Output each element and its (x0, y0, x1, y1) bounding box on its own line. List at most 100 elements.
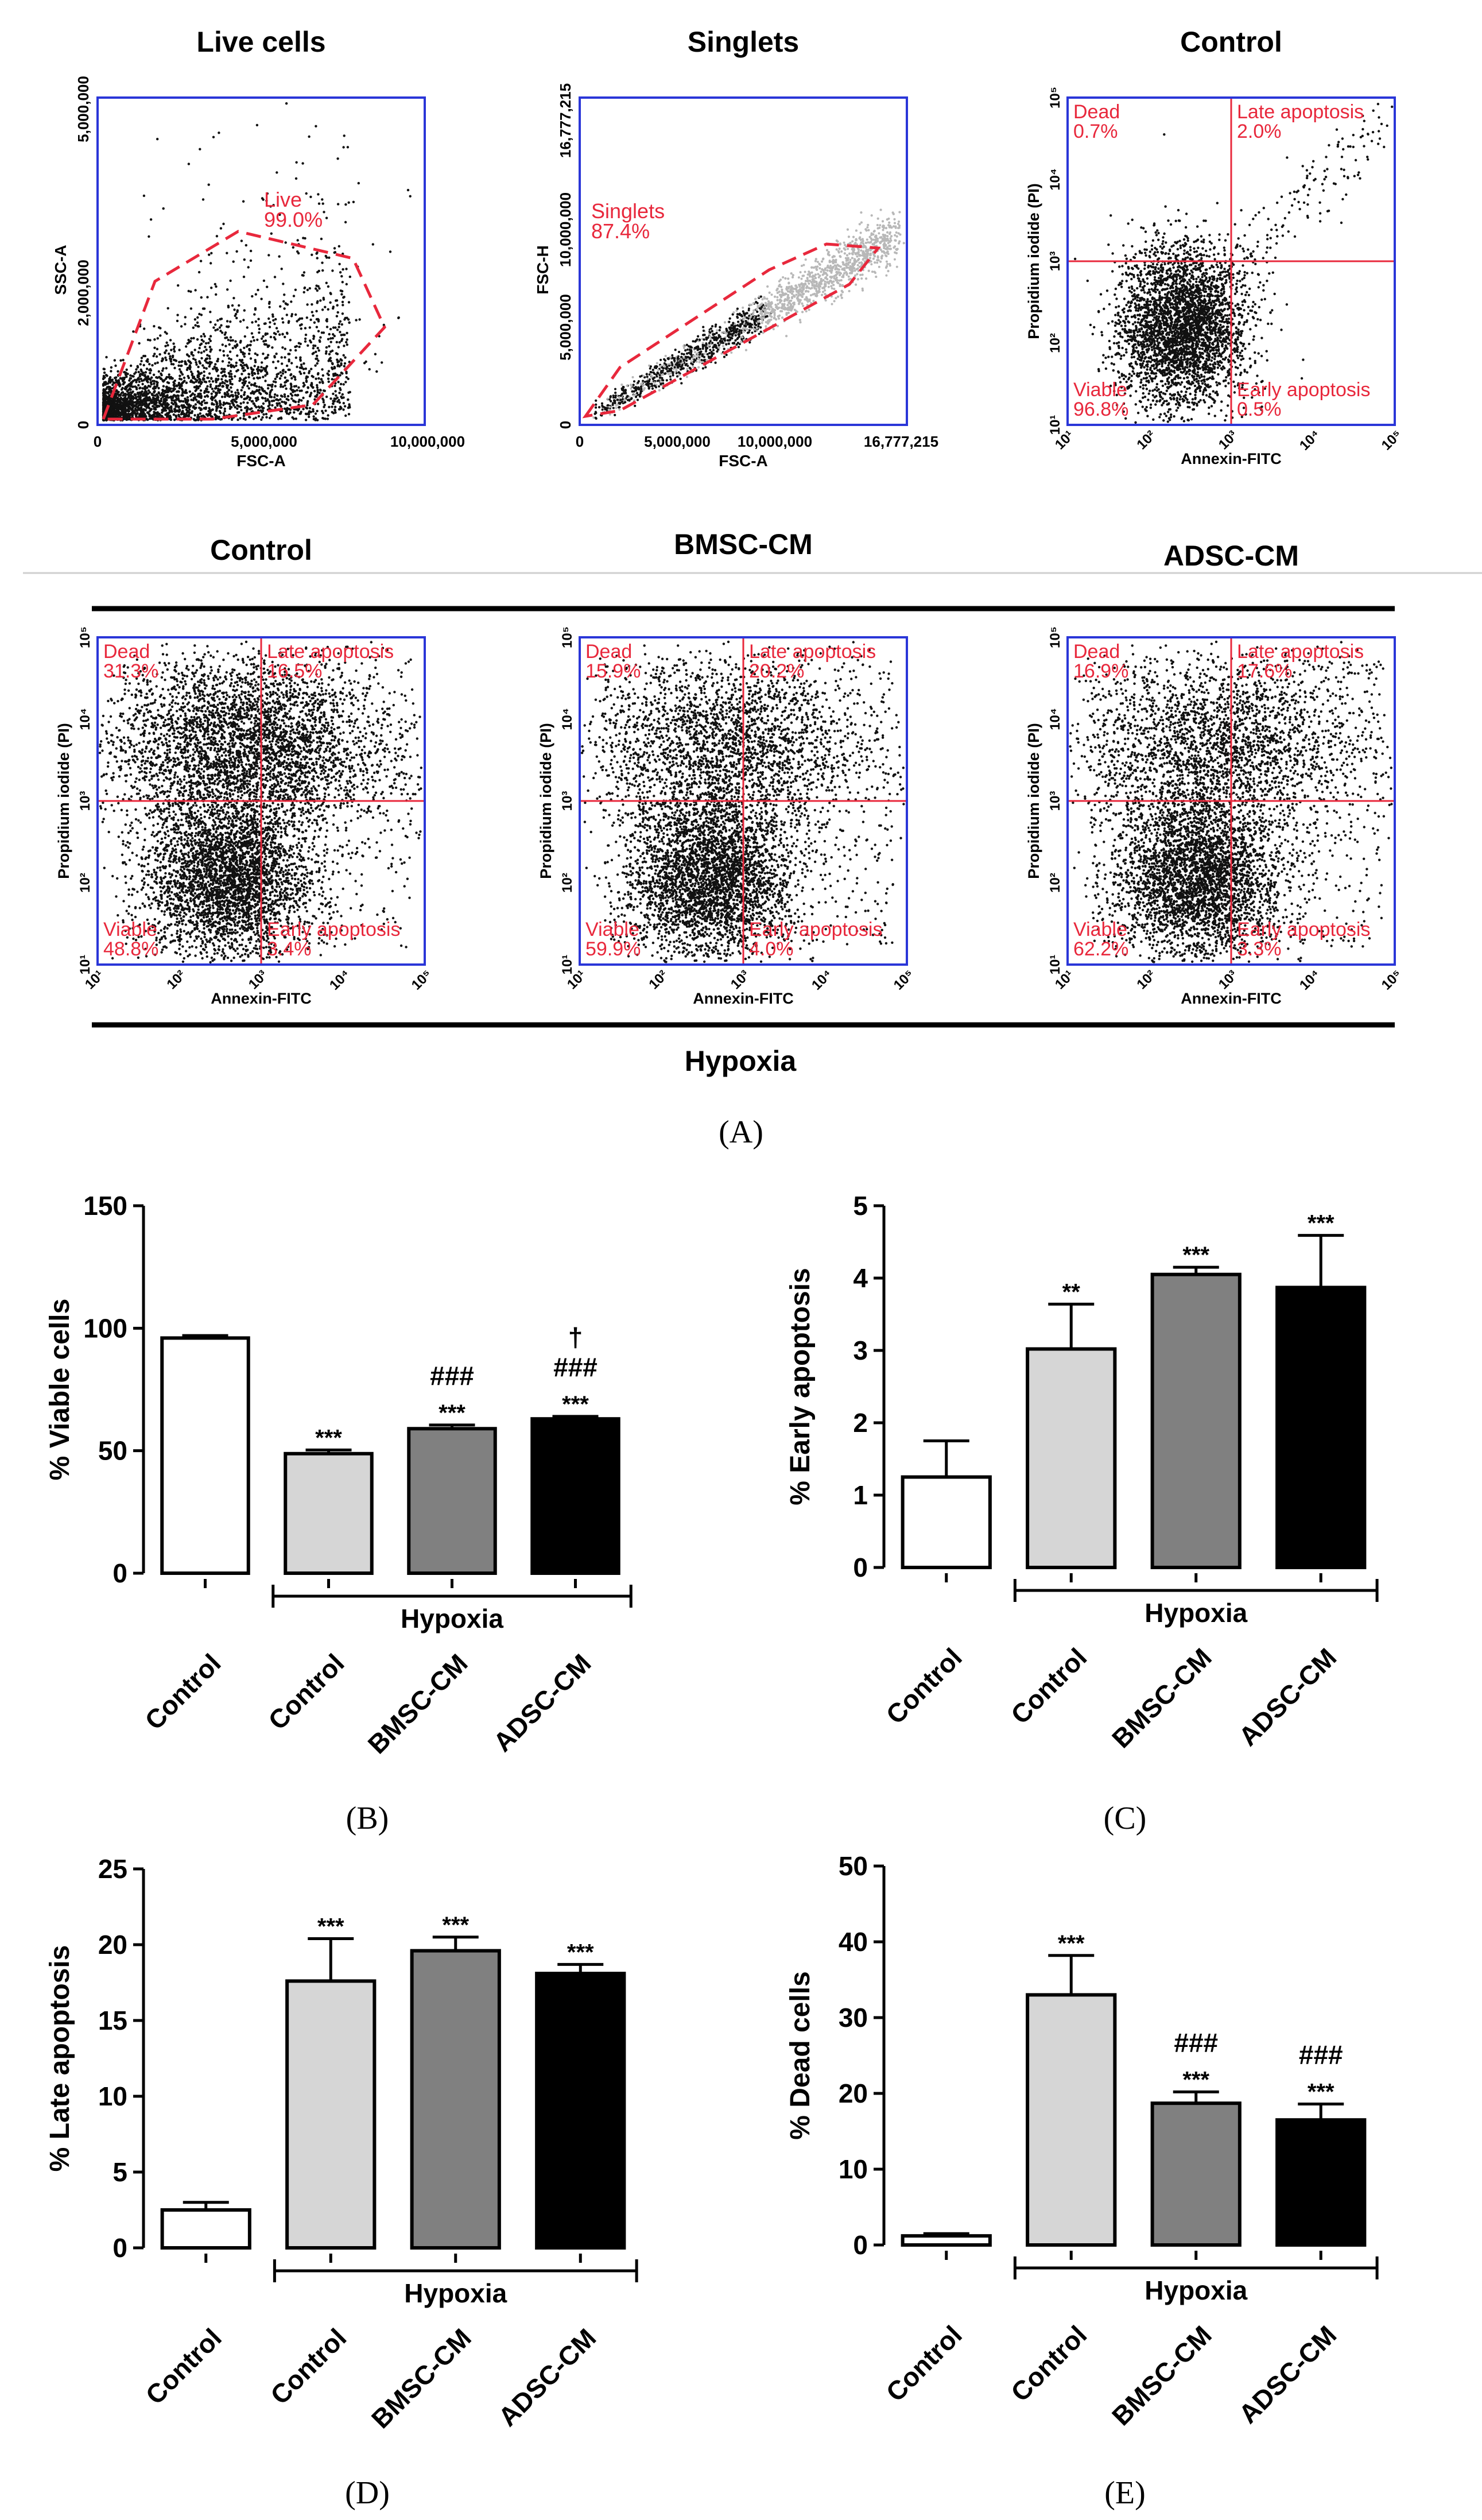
x-tick-label: ADSC-CM (1233, 2320, 1342, 2429)
y-tick-label: 0 (853, 2230, 868, 2260)
y-tick-label: 2 (853, 1408, 868, 1438)
event-dots (102, 102, 412, 421)
y-tick-label: 2,000,000 (75, 260, 92, 326)
y-tick-label: 150 (83, 1191, 127, 1221)
significance-mark: *** (439, 1400, 465, 1426)
x-tick-label: 10² (1134, 967, 1159, 993)
x-tick-label: 10² (1134, 428, 1159, 453)
x-tick-label: 10⁴ (327, 967, 353, 993)
y-tick-label: 0 (75, 421, 92, 429)
quadrant-viable-percent: 62.2% (1073, 938, 1128, 960)
x-tick-label: 0 (94, 433, 102, 450)
y-tick-label: 10⁴ (1048, 168, 1063, 191)
x-tick-label: 0 (576, 433, 584, 450)
plot-title: Control (210, 534, 312, 566)
quadrant-early-percent: 4.0% (749, 938, 794, 960)
quadrant-viable-label: Viable (585, 919, 639, 940)
y-tick-label: 10¹ (1048, 415, 1063, 435)
x-tick-label: 10³ (246, 967, 271, 993)
hypoxia-group-label: Hypoxia (1145, 2275, 1247, 2305)
x-tick-label: 10³ (1216, 967, 1241, 993)
y-tick-label: 10⁵ (560, 626, 575, 648)
quadrant-viable-label: Viable (1073, 919, 1127, 940)
bar (162, 2210, 250, 2248)
quadrant-dead-percent: 15.9% (585, 660, 641, 682)
x-axis-label: Annexin-FITC (211, 990, 312, 1007)
x-tick-label: 10⁴ (809, 967, 835, 993)
x-tick-label: 10³ (728, 967, 753, 993)
y-tick-label: 25 (98, 1854, 127, 1884)
x-tick-label: 5,000,000 (231, 433, 297, 450)
y-tick-label: 10 (98, 2081, 127, 2111)
y-tick-label: 10⁵ (77, 626, 93, 648)
x-tick-label: Control (1005, 1642, 1092, 1729)
y-tick-label: 4 (853, 1263, 868, 1293)
significance-mark: ### (553, 1352, 598, 1382)
y-tick-label: 10⁴ (560, 708, 575, 730)
significance-mark: ### (1174, 2027, 1218, 2057)
significance-mark: *** (1182, 1242, 1209, 1268)
bar (162, 1338, 249, 1573)
y-tick-label: 3 (853, 1336, 868, 1365)
y-tick-label: 5,000,000 (557, 294, 574, 361)
x-tick-label: 10,000,000 (390, 433, 465, 450)
y-tick-label: 10² (1048, 333, 1063, 353)
bar (903, 1477, 990, 1568)
plot-title: BMSC-CM (674, 528, 813, 560)
y-tick-label: 5 (112, 2157, 127, 2187)
panel-label-D: (D) (345, 2475, 390, 2511)
significance-mark: ### (1299, 2039, 1343, 2069)
quadrant-viable-percent: 96.8% (1073, 398, 1128, 420)
y-tick-label: 16,777,215 (557, 83, 574, 158)
bar (903, 2236, 990, 2245)
quadrant-early-label: Early apoptosis (267, 919, 400, 940)
x-tick-label: 10⁵ (1379, 967, 1405, 993)
y-tick-label: 5,000,000 (75, 76, 92, 142)
quadrant-early-label: Early apoptosis (1237, 379, 1370, 401)
y-tick-label: 10 (839, 2154, 868, 2184)
y-tick-label: 0 (853, 1553, 868, 1582)
x-tick-label: ADSC-CM (487, 1648, 596, 1757)
panel-label-C: (C) (1104, 1801, 1147, 1836)
y-tick-label: 5 (853, 1191, 868, 1221)
significance-mark: *** (1182, 2067, 1209, 2092)
quadrant-late-percent: 16.5% (267, 660, 322, 682)
quadrant-early-label: Early apoptosis (749, 919, 882, 940)
y-tick-label: 10⁵ (1048, 626, 1063, 648)
x-tick-label: Control (139, 2322, 227, 2410)
panel-label-E: (E) (1104, 2475, 1146, 2511)
x-axis-label: Annexin-FITC (1181, 450, 1282, 467)
hypoxia-group-label: Hypoxia (1145, 1598, 1247, 1628)
quadrant-late-label: Late apoptosis (1237, 641, 1364, 663)
x-axis-label: Annexin-FITC (1181, 990, 1282, 1007)
quadrant-early-label: Early apoptosis (1237, 919, 1370, 940)
quadrant-late-label: Late apoptosis (1237, 101, 1364, 123)
bar (1277, 2120, 1364, 2245)
y-axis-label: % Dead cells (785, 1971, 816, 2139)
x-tick-label: 10² (646, 967, 671, 993)
bar (532, 1419, 619, 1573)
y-axis-label: Propidium iodide (PI) (1025, 723, 1042, 879)
significance-mark: *** (317, 1914, 344, 1939)
y-tick-label: 10¹ (1048, 955, 1063, 975)
y-axis-label: % Early apoptosis (785, 1268, 816, 1505)
x-axis-label: FSC-A (236, 452, 286, 470)
x-tick-label: Control (265, 2322, 352, 2410)
x-axis-label: Annexin-FITC (693, 990, 794, 1007)
significance-mark: *** (1058, 1931, 1085, 1956)
x-tick-label: 5,000,000 (644, 433, 711, 450)
plot-title: Singlets (688, 26, 799, 58)
y-tick-label: 0 (112, 2233, 127, 2263)
significance-mark: *** (1308, 2079, 1334, 2104)
y-tick-label: 10³ (1048, 251, 1063, 272)
x-tick-label: 16,777,215 (864, 433, 938, 450)
flow-plot-singlets: SingletsSinglets87.4%05,000,00010,000,00… (534, 26, 938, 470)
y-tick-label: 10⁴ (1048, 708, 1063, 730)
x-tick-label: ADSC-CM (492, 2322, 602, 2432)
y-axis-label: Propidium iodide (PI) (537, 723, 554, 879)
gate-percent: 87.4% (591, 219, 650, 243)
